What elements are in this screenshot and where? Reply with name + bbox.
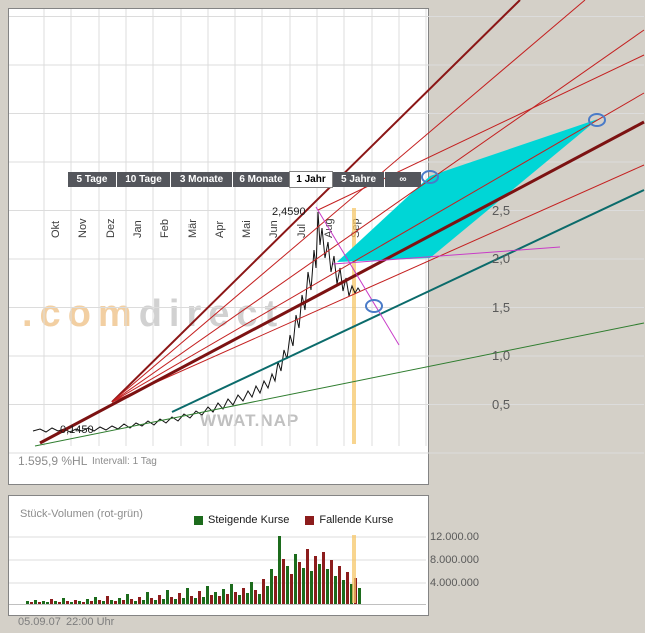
annotation-circle [588,113,606,127]
x-axis-month-label: Jan [132,220,144,238]
range-button-5-jahre[interactable]: 5 Jahre [333,172,384,187]
x-axis-month-label: Mai [241,220,253,238]
x-axis-month-label: Apr [214,220,226,238]
x-axis-month-label: Sep [350,218,362,238]
legend-item-rising: Steigende Kurse [194,514,289,526]
price-axis-label: 1,5 [492,300,511,315]
watermark-direct: direct [138,293,285,335]
volume-axis-label: 12.000.00 [430,531,479,543]
x-axis-month-label: Dez [105,218,117,238]
low-price-annotation: 0,1450 [60,424,94,436]
x-axis-month-label: Feb [159,219,171,238]
price-axis-label: 2,5 [492,203,511,218]
volume-axis-label: 4.000.000 [430,577,479,589]
watermark-com: .com [22,293,139,335]
legend-label-falling: Fallende Kurse [319,514,394,526]
range-button-1-jahr[interactable]: 1 Jahr [289,171,333,188]
legend-swatch-green [194,515,203,525]
volume-title: Stück-Volumen (rot-grün) [20,508,143,520]
x-axis-month-label: Okt [50,220,62,238]
volume-axis-label: 8.000.000 [430,554,479,566]
time-range-toolbar: 5 Tage 10 Tage 3 Monate 6 Monate 1 Jahr … [68,171,421,188]
x-axis-month-label: Nov [77,218,89,238]
volume-legend: Steigende Kurse Fallende Kurse [194,514,393,526]
legend-item-falling: Fallende Kurse [305,514,393,526]
price-axis-label: 1,0 [492,348,511,363]
comdirect-watermark: .comdirect [22,293,284,336]
high-price-annotation: 2,4590 [272,206,306,218]
price-axis-label: 0,5 [492,397,511,412]
legend-swatch-red [305,515,315,525]
range-button-5-tage[interactable]: 5 Tage [68,172,116,187]
range-button-10-tage[interactable]: 10 Tage [117,172,170,187]
range-button-3-monate[interactable]: 3 Monate [171,172,232,187]
status-date: 05.09.07 [18,616,61,628]
interval-label: Intervall: 1 Tag [92,456,157,467]
instrument-watermark: WWAT.NAP [200,411,300,430]
range-button-max[interactable]: ∞ [385,172,421,187]
status-time: 22:00 Uhr [66,616,115,628]
performance-label: 1.595,9 %HL [18,454,88,468]
legend-label-rising: Steigende Kurse [208,514,290,526]
x-axis-month-label: Mär [187,219,199,238]
range-button-6-monate[interactable]: 6 Monate [233,172,289,187]
x-axis-month-label: Aug [323,218,335,238]
drawing-triangle [430,119,598,258]
price-axis-label: 2,0 [492,251,511,266]
